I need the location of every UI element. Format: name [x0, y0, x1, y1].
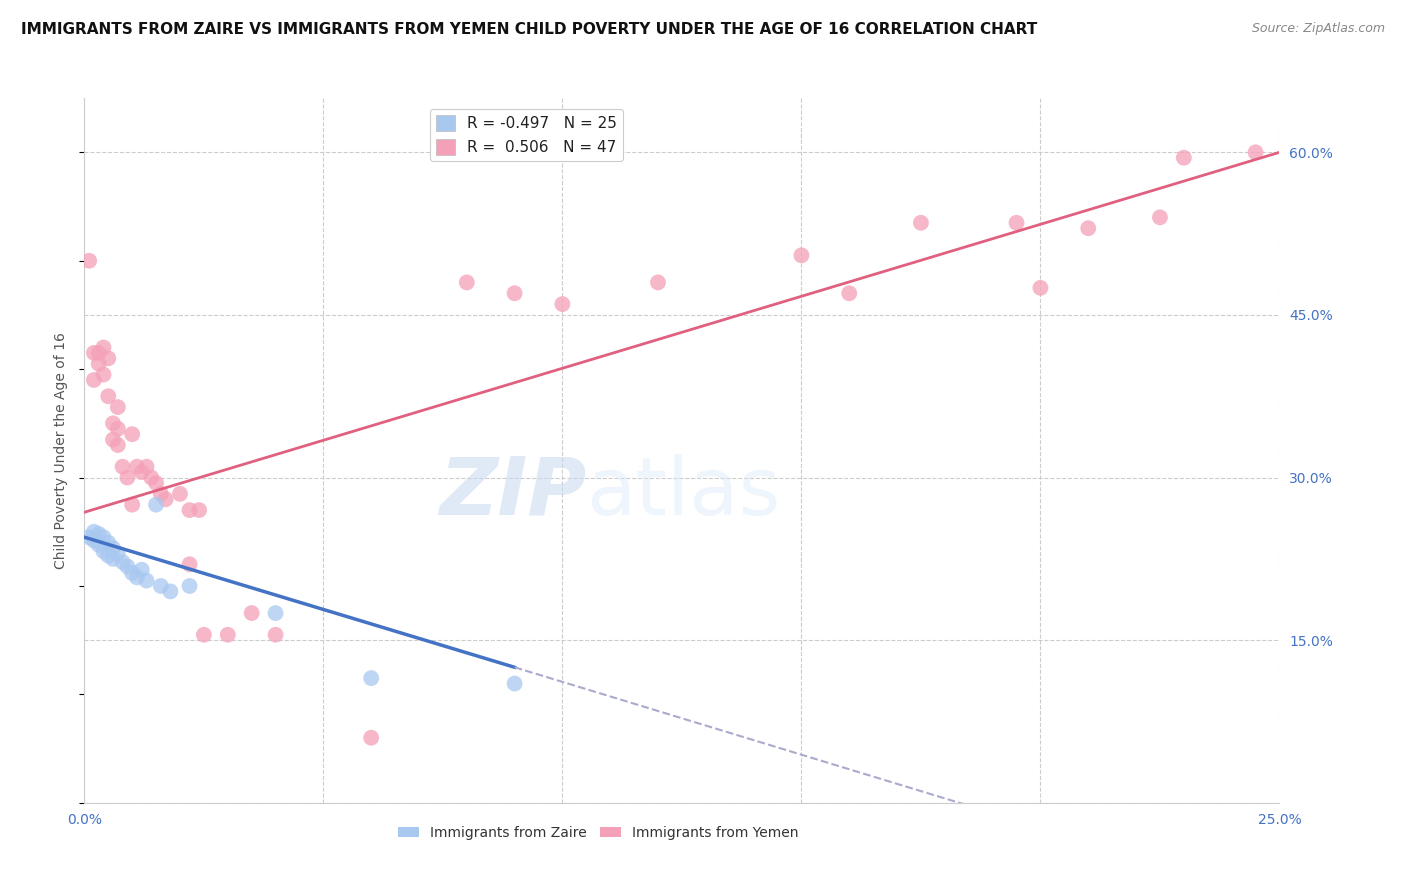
Point	[101, 433, 124, 447]
Text: ZIP: ZIP	[439, 454, 586, 532]
Point	[107, 438, 129, 452]
Point	[264, 606, 287, 620]
Point	[121, 427, 143, 442]
Point	[111, 555, 134, 569]
Point	[179, 503, 201, 517]
Point	[240, 606, 263, 620]
Point	[456, 276, 478, 290]
Point	[83, 524, 105, 539]
Point	[135, 459, 157, 474]
Point	[77, 253, 100, 268]
Point	[77, 530, 100, 544]
Point	[135, 574, 157, 588]
Point	[360, 671, 382, 685]
Point	[360, 731, 382, 745]
Point	[193, 628, 215, 642]
Point	[111, 459, 134, 474]
Point	[121, 566, 143, 580]
Y-axis label: Child Poverty Under the Age of 16: Child Poverty Under the Age of 16	[55, 332, 69, 569]
Point	[101, 417, 124, 431]
Point	[83, 346, 105, 360]
Point	[217, 628, 239, 642]
Point	[87, 527, 110, 541]
Point	[97, 549, 120, 563]
Point	[155, 492, 177, 507]
Point	[1244, 145, 1267, 160]
Point	[503, 676, 526, 690]
Point	[790, 248, 813, 262]
Point	[1077, 221, 1099, 235]
Point	[131, 465, 153, 479]
Point	[131, 563, 153, 577]
Point	[1149, 211, 1171, 225]
Point	[188, 503, 211, 517]
Point	[145, 475, 167, 490]
Point	[141, 470, 163, 484]
Point	[647, 276, 669, 290]
Point	[1005, 216, 1028, 230]
Point	[145, 498, 167, 512]
Point	[117, 559, 139, 574]
Text: IMMIGRANTS FROM ZAIRE VS IMMIGRANTS FROM YEMEN CHILD POVERTY UNDER THE AGE OF 16: IMMIGRANTS FROM ZAIRE VS IMMIGRANTS FROM…	[21, 22, 1038, 37]
Point	[125, 459, 148, 474]
Point	[87, 346, 110, 360]
Point	[117, 470, 139, 484]
Point	[179, 579, 201, 593]
Point	[121, 498, 143, 512]
Point	[101, 552, 124, 566]
Point	[107, 422, 129, 436]
Text: Source: ZipAtlas.com: Source: ZipAtlas.com	[1251, 22, 1385, 36]
Point	[503, 286, 526, 301]
Point	[149, 487, 172, 501]
Point	[93, 368, 115, 382]
Point	[101, 541, 124, 555]
Point	[1173, 151, 1195, 165]
Point	[93, 341, 115, 355]
Point	[87, 538, 110, 552]
Point	[83, 373, 105, 387]
Point	[1029, 281, 1052, 295]
Point	[97, 351, 120, 366]
Point	[910, 216, 932, 230]
Point	[264, 628, 287, 642]
Point	[87, 357, 110, 371]
Point	[97, 535, 120, 549]
Point	[83, 533, 105, 548]
Point	[169, 487, 191, 501]
Point	[107, 400, 129, 414]
Point	[551, 297, 574, 311]
Point	[838, 286, 860, 301]
Point	[93, 544, 115, 558]
Point	[149, 579, 172, 593]
Point	[125, 570, 148, 584]
Point	[97, 389, 120, 403]
Point	[159, 584, 181, 599]
Text: atlas: atlas	[586, 454, 780, 532]
Point	[179, 558, 201, 572]
Point	[93, 530, 115, 544]
Point	[107, 546, 129, 560]
Legend: Immigrants from Zaire, Immigrants from Yemen: Immigrants from Zaire, Immigrants from Y…	[392, 820, 804, 846]
